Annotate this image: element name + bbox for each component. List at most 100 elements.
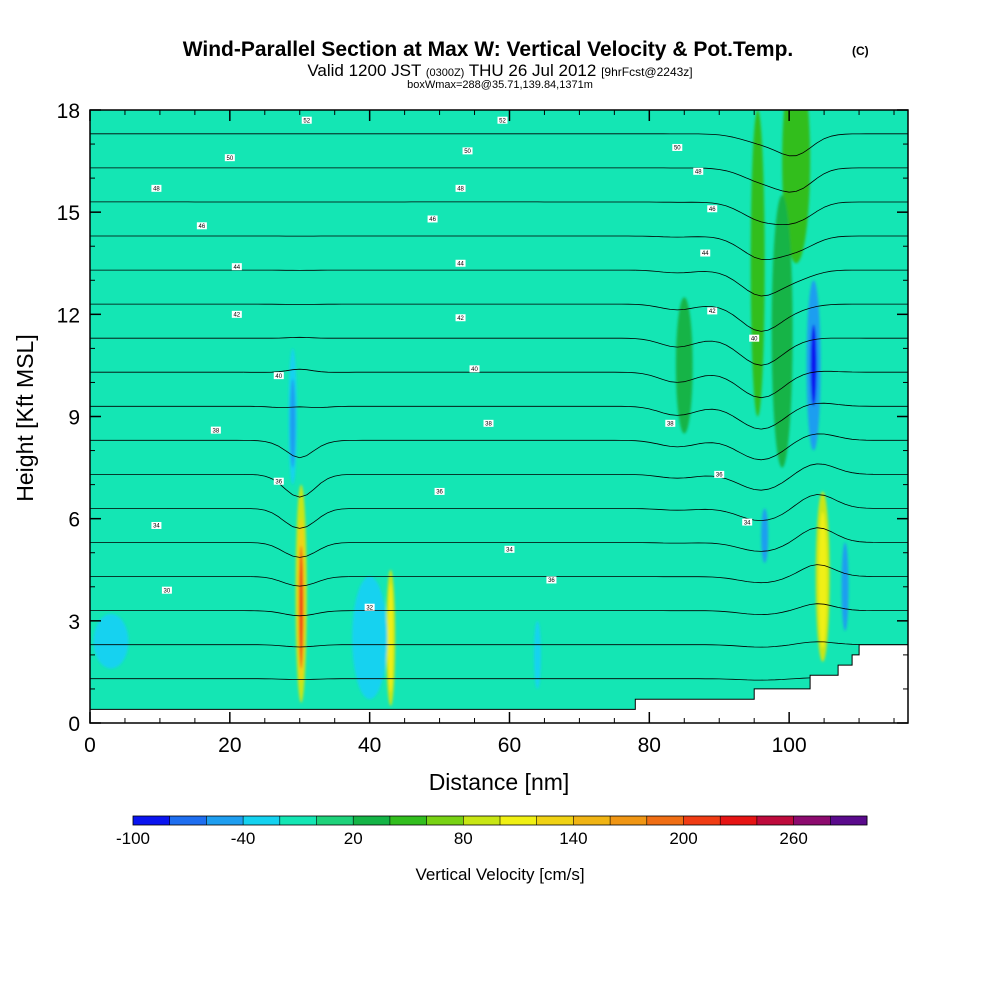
contour-label-box xyxy=(504,545,515,553)
y-tick-label: 6 xyxy=(68,509,80,532)
contour-label: 36 xyxy=(275,479,282,485)
contour-label: 42 xyxy=(457,316,464,322)
contour-label: 44 xyxy=(457,261,464,267)
contour-label: 38 xyxy=(667,422,674,428)
contour-label-box xyxy=(546,576,557,584)
contour-label-box xyxy=(231,263,242,271)
terrain xyxy=(90,644,908,723)
x-tick-label: 60 xyxy=(498,734,521,757)
theta-contour xyxy=(90,167,908,193)
x-tick-label: 100 xyxy=(772,734,807,757)
contour-label: 48 xyxy=(153,187,160,193)
x-tick-label: 40 xyxy=(358,734,381,757)
colorbar-swatch xyxy=(426,816,464,825)
contour-label: 46 xyxy=(429,217,436,223)
colorbar-swatch xyxy=(389,816,428,825)
w-region xyxy=(782,110,811,264)
theta-contour xyxy=(90,494,908,529)
colorbar-swatch xyxy=(573,816,611,825)
contour-label-box xyxy=(210,426,221,434)
contour-label: 42 xyxy=(233,313,240,319)
colorbar-swatch xyxy=(610,816,648,825)
theta-contour xyxy=(90,336,908,366)
contour-label: 40 xyxy=(751,336,758,342)
w-region xyxy=(750,110,765,417)
x-tick-label: 20 xyxy=(218,734,241,757)
y-tick-label: 9 xyxy=(68,407,80,430)
contour-label-box xyxy=(693,167,704,175)
contour-label: 36 xyxy=(548,578,555,584)
w-region xyxy=(352,576,388,700)
contour-label-box xyxy=(707,307,718,315)
contour-label: 50 xyxy=(464,149,471,155)
contour-label: 48 xyxy=(695,170,702,176)
w-region xyxy=(93,614,129,669)
colorbar-tick-label: 140 xyxy=(559,829,587,848)
colorbar-swatch xyxy=(830,816,868,825)
contour-label-box xyxy=(434,487,445,495)
chart-title: Wind-Parallel Section at Max W: Vertical… xyxy=(183,38,794,61)
contour-label: 34 xyxy=(744,520,751,526)
theta-contour xyxy=(90,368,908,399)
contour-label: 50 xyxy=(226,156,233,162)
contour-label-box xyxy=(427,215,438,223)
colorbar-swatch xyxy=(169,816,207,825)
colorbar-swatch xyxy=(206,816,244,825)
contour-label-box xyxy=(483,419,494,427)
contour-label: 40 xyxy=(471,367,478,373)
w-region xyxy=(299,545,304,669)
w-region xyxy=(761,508,769,563)
contour-label-box xyxy=(700,249,711,257)
colorbar-swatch xyxy=(316,816,354,825)
colorbar: -100 -40 20 80 140 200 260 xyxy=(116,815,868,848)
y-axis-label: Height [Kft MSL] xyxy=(12,334,38,501)
colorbar-swatch xyxy=(353,816,391,825)
contour-label: 44 xyxy=(702,251,709,257)
contour-label-box xyxy=(665,419,676,427)
colorbar-tick-label: 80 xyxy=(454,829,473,848)
contour-label-box xyxy=(455,314,466,322)
theta-contour xyxy=(90,433,908,461)
theta-contour xyxy=(90,603,908,617)
contour-label: 52 xyxy=(303,118,310,124)
contour-label: 38 xyxy=(485,422,492,428)
contour-label-box xyxy=(364,603,375,611)
w-region xyxy=(818,511,827,649)
contour-label: 50 xyxy=(674,146,681,152)
colorbar-swatch xyxy=(720,816,758,825)
w-region xyxy=(810,324,817,407)
colorbar-swatch xyxy=(133,816,171,825)
contour-label: 38 xyxy=(213,428,220,434)
y-tick-label: 18 xyxy=(57,100,80,123)
x-tick-label: 80 xyxy=(638,734,661,757)
colorbar-swatch xyxy=(500,816,538,825)
chart-subtitle: Valid 1200 JST (0300Z) THU 26 Jul 2012 [… xyxy=(307,61,692,80)
w-region xyxy=(388,583,394,693)
contour-label-box xyxy=(455,184,466,192)
contour-label: 42 xyxy=(709,309,716,315)
contour-label-box xyxy=(301,116,312,124)
terrain-mask xyxy=(90,644,908,723)
w-region xyxy=(533,620,541,689)
plot-background xyxy=(90,110,908,723)
contour-label: 44 xyxy=(233,265,240,271)
colorbar-swatch xyxy=(536,816,574,825)
y-tick-label: 12 xyxy=(57,304,80,327)
colorbar-tick-label: 20 xyxy=(344,829,363,848)
colorbar-label: Vertical Velocity [cm/s] xyxy=(415,865,584,884)
colorbar-swatch xyxy=(756,816,795,825)
colorbar-tick-label: -40 xyxy=(231,829,256,848)
theta-contour xyxy=(90,641,908,648)
contour-label-box xyxy=(672,143,683,151)
vertical-velocity-field xyxy=(93,110,849,706)
contour-label: 36 xyxy=(716,473,723,479)
contour-label-box xyxy=(462,147,473,155)
colorbar-swatch xyxy=(243,816,281,825)
w-region xyxy=(841,542,849,632)
colorbar-swatch xyxy=(793,816,831,825)
contour-label: 40 xyxy=(275,374,282,380)
chart-title-mark: (C) xyxy=(852,44,869,58)
plot-area: 30 32 34 34 34 36 36 36 36 38 38 38 40 40 40 42 42 42 44 44… xyxy=(90,110,908,723)
w-region xyxy=(675,297,693,434)
